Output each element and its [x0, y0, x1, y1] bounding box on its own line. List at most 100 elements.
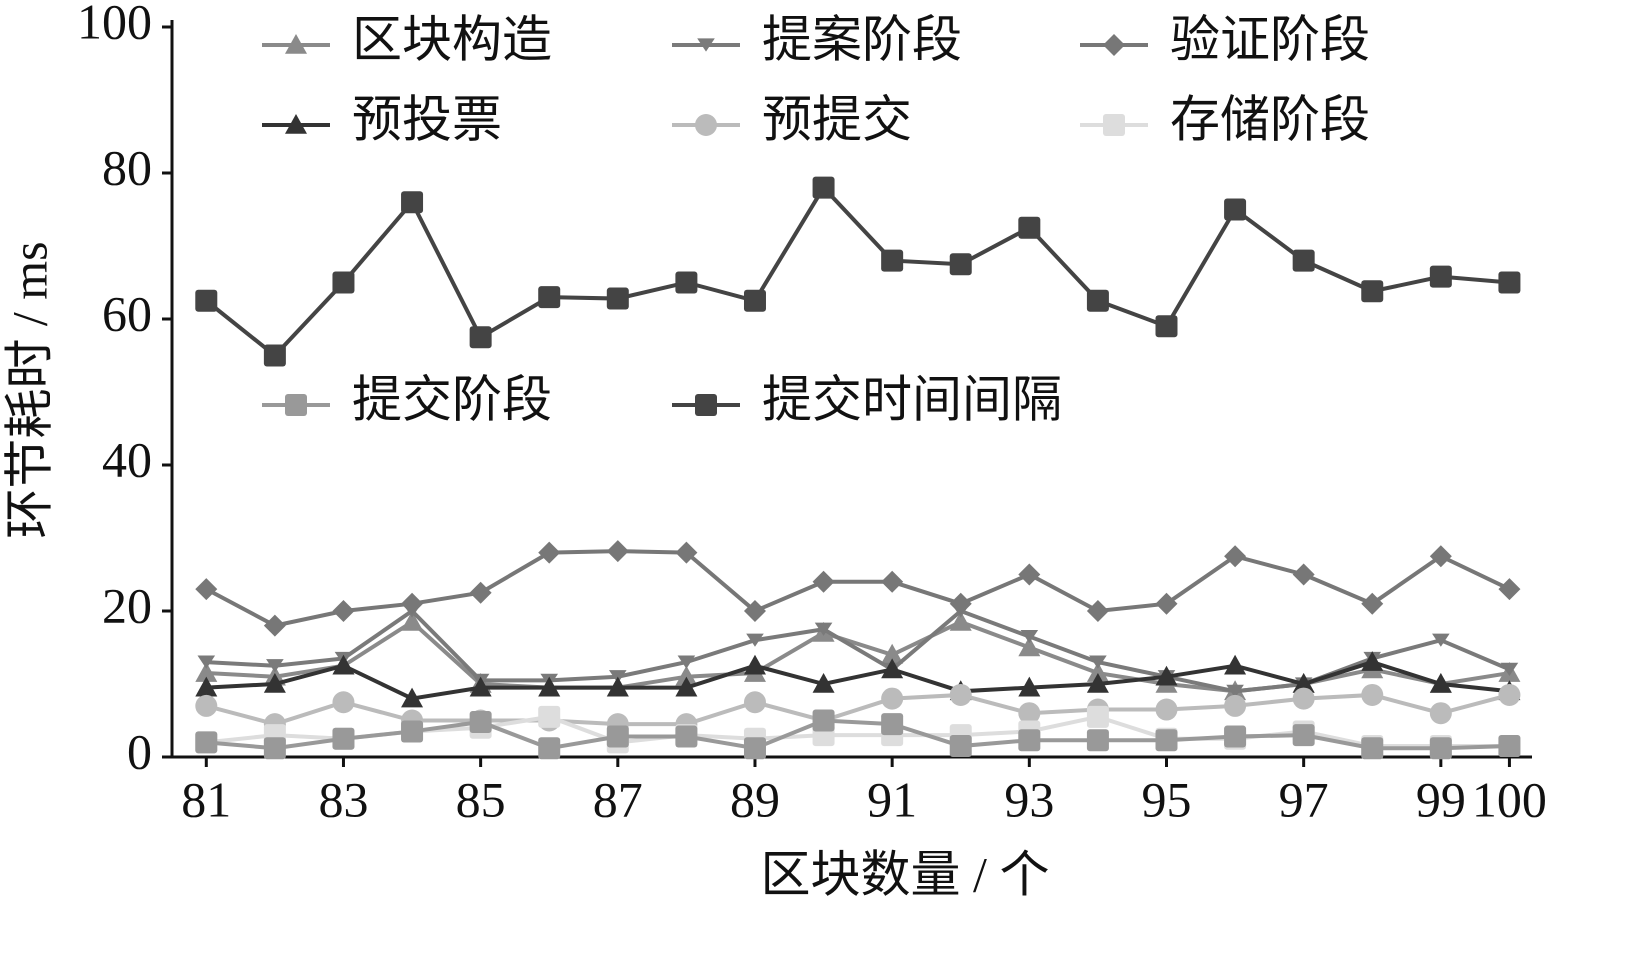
data-point [1361, 651, 1384, 671]
data-point [538, 705, 561, 728]
series [195, 540, 1521, 637]
data-point [469, 581, 492, 604]
data-point [332, 271, 355, 294]
data-point [1292, 563, 1315, 586]
series-line [205, 184, 1510, 359]
data-point [1086, 289, 1109, 312]
data-point [1292, 673, 1315, 693]
data-point [1020, 629, 1039, 644]
data-point [1498, 578, 1521, 601]
y-tick-label: 100 [77, 0, 152, 49]
data-point [1089, 655, 1107, 669]
data-point [1224, 694, 1247, 717]
data-point [606, 725, 629, 748]
data-point [401, 720, 424, 743]
data-point [746, 633, 764, 647]
legend-marker [285, 34, 307, 54]
data-point [401, 191, 424, 214]
data-point [675, 676, 698, 697]
data-point [675, 665, 698, 686]
series [195, 709, 1521, 760]
data-point [1086, 729, 1109, 752]
data-point [332, 727, 355, 750]
data-point [949, 610, 972, 631]
data-point [1361, 280, 1384, 303]
x-tick-label: 100 [1472, 771, 1547, 827]
legend-item: 提交时间间隔 [672, 371, 1062, 427]
x-tick-label: 81 [181, 771, 231, 827]
x-tick-label: 91 [867, 771, 917, 827]
data-point [949, 592, 972, 615]
y-tick-label: 0 [127, 723, 152, 779]
x-tick-label: 95 [1141, 771, 1191, 827]
series-line [205, 549, 1511, 628]
data-point [195, 731, 218, 754]
data-point [743, 654, 766, 675]
data-point [401, 687, 424, 708]
legend-label: 提交时间间隔 [762, 371, 1062, 427]
data-point [266, 659, 284, 673]
data-point [538, 737, 561, 760]
data-point [675, 271, 698, 294]
data-point [263, 614, 286, 637]
data-point [1155, 592, 1178, 615]
data-point [1224, 198, 1247, 221]
data-point [538, 676, 561, 697]
data-point [743, 737, 766, 760]
data-point [1429, 673, 1452, 693]
series-line [205, 692, 1510, 727]
data-point [812, 673, 835, 693]
data-point [1432, 633, 1450, 647]
legend-marker [1103, 114, 1125, 136]
data-point [263, 673, 286, 693]
data-point [538, 286, 561, 309]
legend-label: 验证阶段 [1170, 11, 1370, 67]
series [197, 604, 1519, 698]
x-tick-label: 99 [1416, 771, 1466, 827]
data-point [263, 344, 286, 367]
data-point [1292, 724, 1315, 747]
x-tick-label: 97 [1279, 771, 1329, 827]
data-point [677, 655, 696, 669]
data-point [1018, 676, 1041, 697]
data-point [1292, 249, 1315, 272]
legend-marker [695, 394, 717, 416]
data-point [1086, 600, 1109, 622]
data-point [675, 725, 698, 748]
data-point [949, 735, 972, 758]
x-tick-label: 87 [593, 771, 643, 827]
data-point [1498, 271, 1521, 294]
series [195, 176, 1521, 367]
series-line [206, 608, 1511, 694]
data-point [1224, 725, 1247, 748]
legend-marker [1103, 34, 1125, 56]
x-axis-label: 区块数量 / 个 [761, 846, 1050, 902]
legend-marker [285, 394, 307, 416]
data-point [1292, 687, 1315, 710]
legend-marker [697, 38, 715, 52]
series [195, 651, 1521, 708]
data-point [881, 687, 904, 710]
data-point [1429, 702, 1452, 725]
data-point [812, 176, 835, 199]
data-point [949, 683, 972, 706]
legend-item: 存储阶段 [1080, 91, 1370, 147]
data-point [195, 662, 218, 682]
legend-item: 区块构造 [262, 11, 552, 67]
data-point [881, 713, 904, 736]
data-point [812, 570, 835, 593]
legend-label: 预投票 [352, 91, 502, 147]
data-point [1500, 662, 1519, 676]
data-point [743, 600, 766, 622]
data-point [743, 289, 766, 312]
data-point [1086, 705, 1109, 728]
data-point [332, 691, 355, 714]
legend-marker [285, 114, 307, 134]
data-point [332, 654, 355, 675]
data-point [1018, 636, 1041, 657]
data-point [538, 541, 561, 564]
data-point [881, 570, 904, 593]
data-point [1429, 737, 1452, 760]
data-point [814, 622, 833, 636]
data-point [1429, 265, 1452, 288]
